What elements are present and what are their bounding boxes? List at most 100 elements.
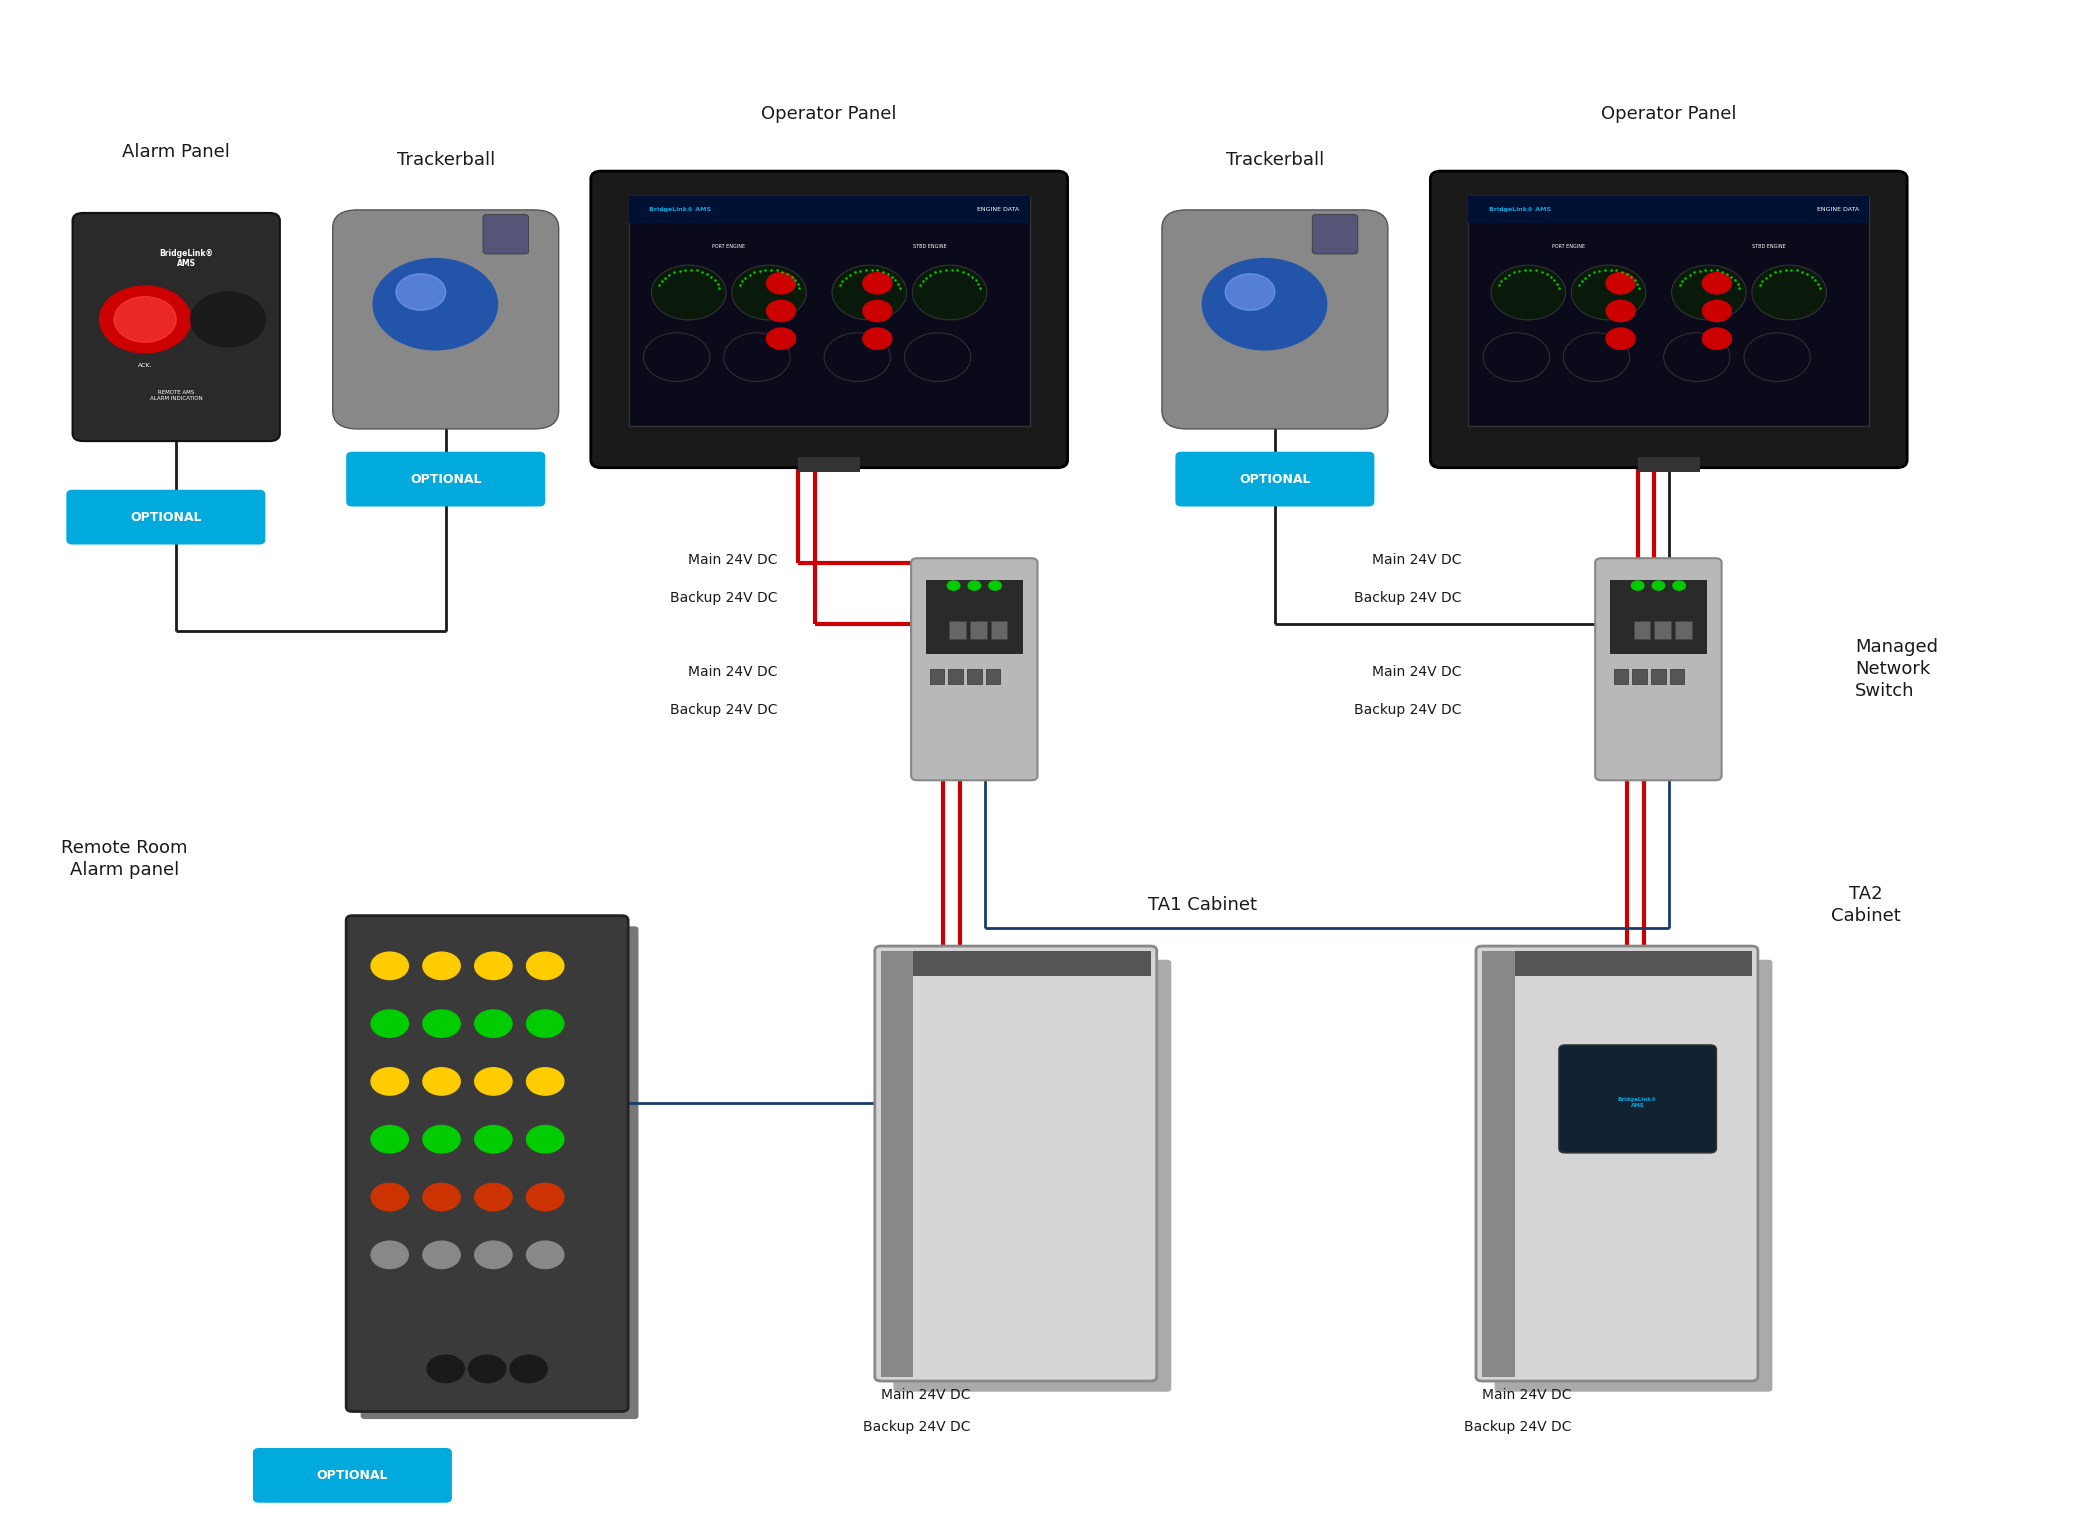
Bar bbox=[947, 669, 962, 684]
Text: Operator Panel: Operator Panel bbox=[761, 105, 898, 123]
Circle shape bbox=[371, 1068, 408, 1095]
Circle shape bbox=[373, 259, 498, 350]
Circle shape bbox=[423, 1126, 460, 1153]
Circle shape bbox=[767, 272, 796, 294]
Circle shape bbox=[371, 1010, 408, 1037]
Circle shape bbox=[191, 292, 265, 347]
Text: Trackerball: Trackerball bbox=[396, 151, 495, 169]
Bar bbox=[949, 621, 966, 639]
Text: Backup 24V DC: Backup 24V DC bbox=[670, 590, 777, 605]
Text: PORT ENGINE: PORT ENGINE bbox=[713, 243, 746, 249]
Circle shape bbox=[831, 265, 906, 319]
Circle shape bbox=[767, 300, 796, 321]
Text: Backup 24V DC: Backup 24V DC bbox=[670, 703, 777, 718]
Text: ENGINE DATA: ENGINE DATA bbox=[1816, 207, 1859, 211]
Bar bbox=[914, 951, 1151, 976]
Text: PORT ENGINE: PORT ENGINE bbox=[1553, 243, 1586, 249]
FancyBboxPatch shape bbox=[253, 1448, 452, 1503]
Circle shape bbox=[527, 1183, 564, 1211]
Circle shape bbox=[527, 1126, 564, 1153]
Text: BridgeLink®
AMS: BridgeLink® AMS bbox=[160, 249, 214, 268]
Circle shape bbox=[1202, 259, 1327, 350]
FancyBboxPatch shape bbox=[1312, 214, 1358, 254]
Text: Alarm Panel: Alarm Panel bbox=[122, 143, 230, 161]
FancyBboxPatch shape bbox=[332, 210, 558, 429]
Text: Main 24V DC: Main 24V DC bbox=[881, 1387, 970, 1402]
Circle shape bbox=[396, 274, 446, 310]
Circle shape bbox=[475, 1241, 512, 1269]
Circle shape bbox=[423, 952, 460, 980]
Circle shape bbox=[423, 1010, 460, 1037]
FancyBboxPatch shape bbox=[910, 558, 1036, 780]
Circle shape bbox=[1673, 581, 1685, 590]
Circle shape bbox=[1607, 329, 1636, 350]
FancyBboxPatch shape bbox=[1495, 960, 1772, 1392]
Text: STBD ENGINE: STBD ENGINE bbox=[912, 243, 947, 249]
Text: Main 24V DC: Main 24V DC bbox=[1482, 1387, 1571, 1402]
Text: Managed
Network
Switch: Managed Network Switch bbox=[1855, 637, 1938, 701]
Circle shape bbox=[475, 1010, 512, 1037]
FancyBboxPatch shape bbox=[346, 916, 628, 1411]
Text: Main 24V DC: Main 24V DC bbox=[688, 665, 777, 680]
Text: BridgeLink® AMS: BridgeLink® AMS bbox=[1488, 207, 1551, 211]
Text: OPTIONAL: OPTIONAL bbox=[317, 1469, 388, 1481]
Circle shape bbox=[427, 1355, 464, 1383]
Circle shape bbox=[475, 1126, 512, 1153]
Bar bbox=[925, 580, 1022, 654]
Circle shape bbox=[1652, 581, 1665, 590]
Circle shape bbox=[371, 952, 408, 980]
Circle shape bbox=[1571, 265, 1646, 319]
Text: BridgeLink®
AMS: BridgeLink® AMS bbox=[1619, 1097, 1656, 1109]
Circle shape bbox=[423, 1241, 460, 1269]
Circle shape bbox=[947, 581, 960, 590]
Bar bbox=[1634, 621, 1650, 639]
Circle shape bbox=[1482, 333, 1549, 382]
Text: Operator Panel: Operator Panel bbox=[1600, 105, 1737, 123]
Bar bbox=[929, 669, 943, 684]
Circle shape bbox=[904, 333, 970, 382]
Circle shape bbox=[527, 1010, 564, 1037]
Circle shape bbox=[1671, 265, 1745, 319]
FancyBboxPatch shape bbox=[1476, 946, 1758, 1381]
FancyBboxPatch shape bbox=[483, 214, 529, 254]
Text: ACK.: ACK. bbox=[137, 362, 153, 368]
Bar bbox=[798, 456, 860, 472]
Circle shape bbox=[371, 1241, 408, 1269]
Text: Remote Room
Alarm panel: Remote Room Alarm panel bbox=[60, 840, 189, 879]
Circle shape bbox=[468, 1355, 506, 1383]
Bar bbox=[1652, 669, 1667, 684]
Circle shape bbox=[475, 952, 512, 980]
Bar bbox=[881, 951, 914, 1377]
Bar bbox=[1638, 456, 1700, 472]
FancyBboxPatch shape bbox=[591, 170, 1068, 468]
FancyBboxPatch shape bbox=[361, 926, 638, 1419]
Text: REMOTE AMS
ALARM INDICATION: REMOTE AMS ALARM INDICATION bbox=[149, 389, 203, 402]
FancyBboxPatch shape bbox=[66, 490, 265, 545]
Circle shape bbox=[1631, 581, 1644, 590]
Text: Trackerball: Trackerball bbox=[1225, 151, 1325, 169]
Text: ENGINE DATA: ENGINE DATA bbox=[976, 207, 1020, 211]
Text: TA2
Cabinet: TA2 Cabinet bbox=[1830, 885, 1901, 925]
Circle shape bbox=[651, 265, 726, 319]
FancyBboxPatch shape bbox=[1559, 1045, 1716, 1153]
Bar bbox=[1515, 951, 1752, 976]
Circle shape bbox=[1607, 272, 1636, 294]
Circle shape bbox=[1665, 333, 1731, 382]
Bar bbox=[1675, 621, 1692, 639]
FancyBboxPatch shape bbox=[73, 213, 280, 441]
Text: TA1 Cabinet: TA1 Cabinet bbox=[1148, 896, 1256, 914]
Circle shape bbox=[371, 1126, 408, 1153]
FancyBboxPatch shape bbox=[875, 946, 1157, 1381]
Text: Main 24V DC: Main 24V DC bbox=[1372, 552, 1461, 567]
Circle shape bbox=[912, 265, 987, 319]
Bar bbox=[1634, 669, 1648, 684]
Bar bbox=[628, 196, 1030, 224]
FancyBboxPatch shape bbox=[346, 452, 545, 506]
Circle shape bbox=[527, 1068, 564, 1095]
Bar bbox=[987, 669, 999, 684]
Circle shape bbox=[825, 333, 891, 382]
Text: BridgeLink® AMS: BridgeLink® AMS bbox=[649, 207, 711, 211]
Text: Backup 24V DC: Backup 24V DC bbox=[1354, 590, 1461, 605]
FancyBboxPatch shape bbox=[893, 960, 1171, 1392]
Circle shape bbox=[1563, 333, 1629, 382]
